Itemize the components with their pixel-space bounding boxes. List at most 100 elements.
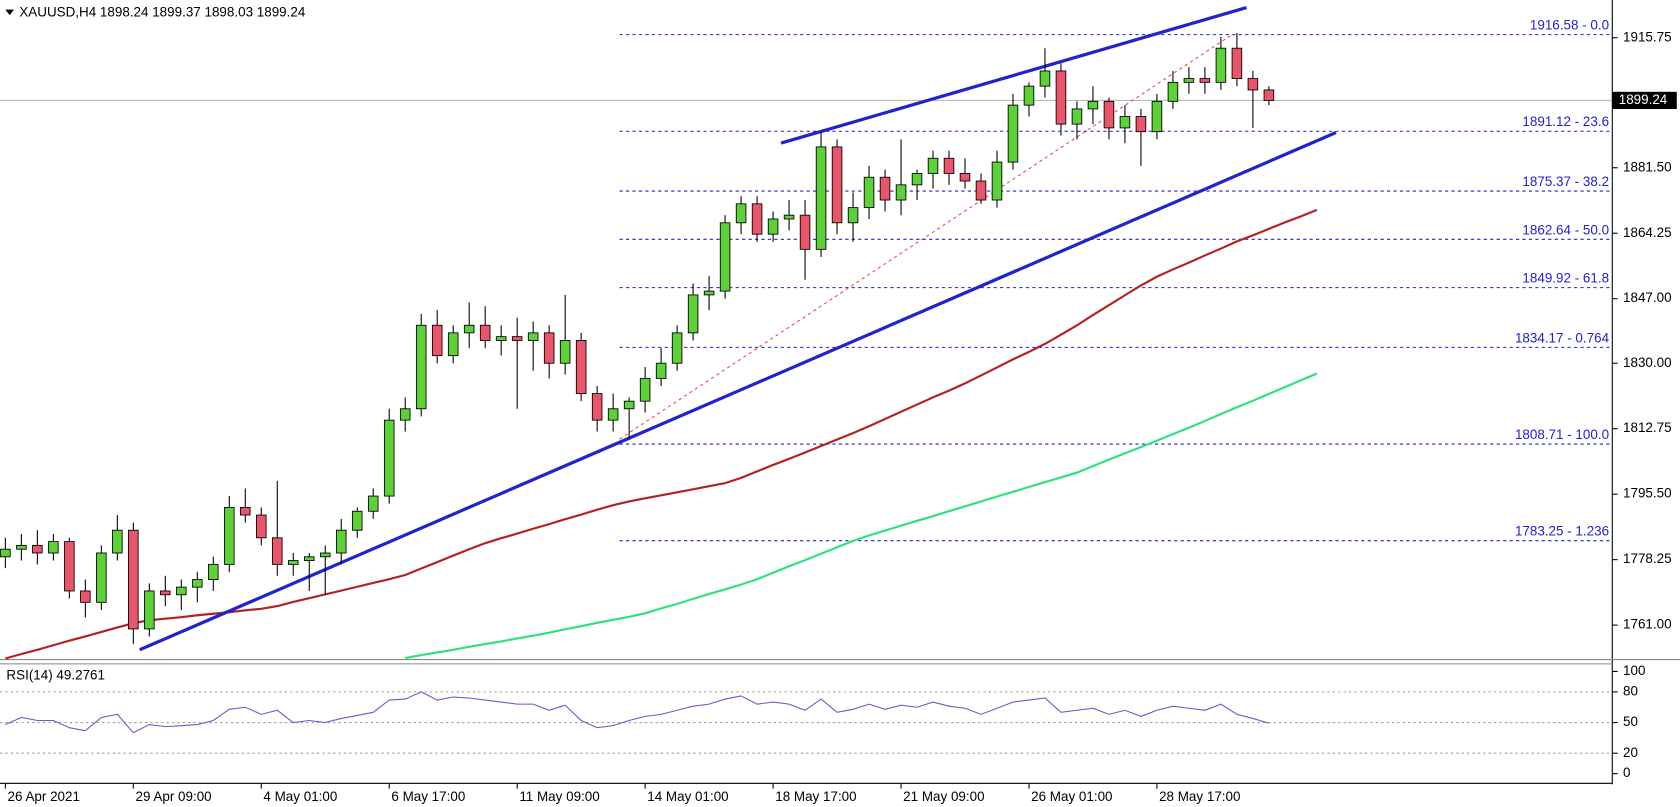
candle-body [48, 541, 59, 554]
candle-body [927, 157, 939, 174]
candle-body [1247, 78, 1259, 91]
y-tick-label: 1812.75 [1623, 420, 1672, 435]
candle-body [831, 146, 843, 224]
candle-body [415, 324, 427, 410]
candle-body [1135, 116, 1147, 133]
candle-body [80, 590, 91, 603]
moving-average [405, 372, 1318, 660]
candle-body [144, 590, 155, 630]
candle-body [1103, 100, 1115, 129]
candle-body [1263, 89, 1275, 101]
candle-body [1199, 78, 1211, 83]
candle-body [192, 579, 203, 588]
trend-line [780, 6, 1247, 145]
candle-body [847, 207, 859, 224]
fib-label: 1849.92 - 61.8 [1522, 271, 1609, 286]
candle-body [1215, 47, 1227, 83]
candle-body [943, 157, 955, 174]
candle-body [543, 332, 555, 364]
candle-body [895, 184, 907, 201]
candle-body [1087, 100, 1099, 110]
candle-body [735, 203, 747, 224]
rsi-tick-label: 20 [1623, 745, 1638, 760]
candle-body [335, 529, 347, 554]
candle-body [1055, 70, 1067, 125]
candle-body [815, 146, 827, 250]
candle-body [447, 332, 459, 357]
candle-body [1231, 47, 1243, 79]
candle-body [591, 393, 603, 421]
y-tick-label: 1881.50 [1623, 159, 1672, 174]
candle-body [112, 529, 123, 554]
trend-line [139, 130, 1337, 652]
y-tick-label: 1864.25 [1623, 225, 1672, 240]
rsi-title: RSI(14) 49.2761 [6, 667, 105, 682]
candle-body [975, 180, 987, 201]
candle-body [671, 332, 683, 364]
x-tick-label: 26 May 01:00 [1031, 789, 1112, 804]
fib-label: 1808.71 - 100.0 [1515, 427, 1609, 442]
fib-label: 1783.25 - 1.236 [1515, 524, 1609, 539]
x-tick-label: 29 Apr 09:00 [135, 789, 211, 804]
candle-body [655, 362, 667, 379]
candle-body [1183, 78, 1195, 83]
candle-body [1167, 81, 1179, 102]
rsi-line [5, 691, 1270, 734]
candle-body [575, 340, 587, 395]
candle-body [1151, 100, 1163, 133]
candle-body [176, 586, 187, 596]
candle-body [911, 173, 923, 186]
candle-body [128, 529, 139, 630]
candle-body [32, 544, 43, 554]
candle-body [863, 176, 875, 209]
candle-body [751, 203, 763, 235]
chart-title: XAUUSD,H4 1898.24 1899.37 1898.03 1899.2… [19, 4, 306, 19]
candle-body [783, 214, 795, 220]
candle-body [431, 324, 443, 357]
candle-body [240, 507, 251, 516]
candle-body [1039, 70, 1051, 87]
candle-body [479, 324, 491, 341]
candle-body [959, 173, 971, 182]
y-tick-label: 1915.75 [1623, 29, 1672, 44]
candle-body [96, 552, 107, 603]
x-tick-label: 28 May 17:00 [1159, 789, 1240, 804]
candle-body [256, 514, 267, 539]
x-tick-label: 11 May 09:00 [519, 789, 599, 804]
candle-body [463, 324, 475, 334]
candle-body [991, 161, 1003, 201]
symbol-menu-arrow[interactable] [5, 9, 14, 16]
candle-body [1007, 104, 1019, 163]
rsi-tick-label: 80 [1623, 683, 1638, 698]
x-tick-label: 18 May 17:00 [775, 789, 856, 804]
candle-body [879, 176, 891, 201]
candle-body [0, 548, 11, 558]
candle-body [272, 537, 283, 565]
candle-body [351, 510, 363, 531]
y-tick-label: 1761.00 [1623, 617, 1672, 632]
candle-body [719, 222, 731, 292]
fib-label: 1916.58 - 0.0 [1530, 18, 1609, 33]
candle-body [1119, 116, 1131, 129]
candle-body [687, 294, 699, 334]
fib-label: 1834.17 - 0.764 [1515, 330, 1610, 345]
y-tick-label: 1795.50 [1623, 486, 1672, 501]
x-tick-label: 26 Apr 2021 [8, 789, 80, 804]
candle-body [224, 507, 235, 565]
candle-body [208, 563, 219, 580]
candle-body [287, 560, 299, 565]
rsi-tick-label: 0 [1623, 765, 1630, 780]
candle-body [511, 336, 523, 341]
candle-body [367, 495, 379, 512]
y-tick-label: 1830.00 [1623, 355, 1672, 370]
candle-body [495, 336, 507, 341]
rsi-tick-label: 50 [1623, 714, 1638, 729]
last-price-label: 1899.24 [1619, 92, 1668, 107]
candle-body [639, 377, 651, 402]
candle-body [399, 408, 411, 421]
fib-label: 1875.37 - 38.2 [1522, 174, 1609, 189]
x-tick-label: 4 May 01:00 [263, 789, 337, 804]
